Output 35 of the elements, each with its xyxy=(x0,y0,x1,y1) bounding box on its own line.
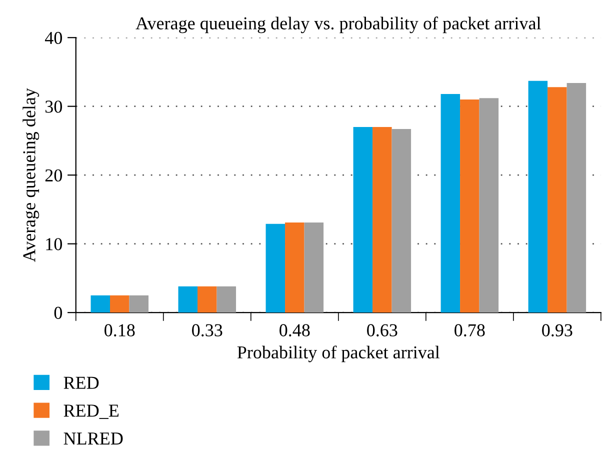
legend-label: RED xyxy=(64,376,99,389)
x-tick-label: 0.48 xyxy=(280,324,310,336)
bar xyxy=(460,99,480,313)
bar xyxy=(198,286,217,313)
x-tick-label: 0.93 xyxy=(542,324,572,336)
bar xyxy=(548,87,567,313)
x-tick-label: 0.63 xyxy=(367,324,398,336)
x-tick-label: 0.33 xyxy=(192,324,222,336)
bar xyxy=(90,295,110,313)
chart-title: Average queueing delay vs. probability of packet arrival xyxy=(136,16,541,34)
y-tick-label: 10 xyxy=(46,238,62,250)
bar xyxy=(178,286,198,313)
legend-label: NLRED xyxy=(64,432,123,444)
y-tick-label: 30 xyxy=(45,100,62,113)
y-tick-label: 40 xyxy=(44,32,62,44)
bar xyxy=(392,129,412,313)
y-tick-label: 0 xyxy=(54,306,62,319)
bar xyxy=(528,80,548,313)
x-tick-label: 0.18 xyxy=(104,324,135,336)
y-tick-label: 20 xyxy=(45,169,62,182)
bar xyxy=(216,286,236,313)
bar xyxy=(440,94,460,313)
bar xyxy=(266,224,286,313)
bar xyxy=(285,222,304,313)
x-axis-title: Probability of packet arrival xyxy=(237,346,440,362)
bar xyxy=(372,126,392,313)
legend-label: RED_E xyxy=(64,404,119,419)
y-axis-title: Average queueing delay xyxy=(22,88,40,262)
bar xyxy=(566,82,586,313)
bar xyxy=(304,222,324,313)
bar xyxy=(110,295,130,313)
bar xyxy=(129,295,149,313)
bar xyxy=(353,126,373,313)
bar xyxy=(479,98,499,313)
x-tick-label: 0.78 xyxy=(454,324,485,336)
